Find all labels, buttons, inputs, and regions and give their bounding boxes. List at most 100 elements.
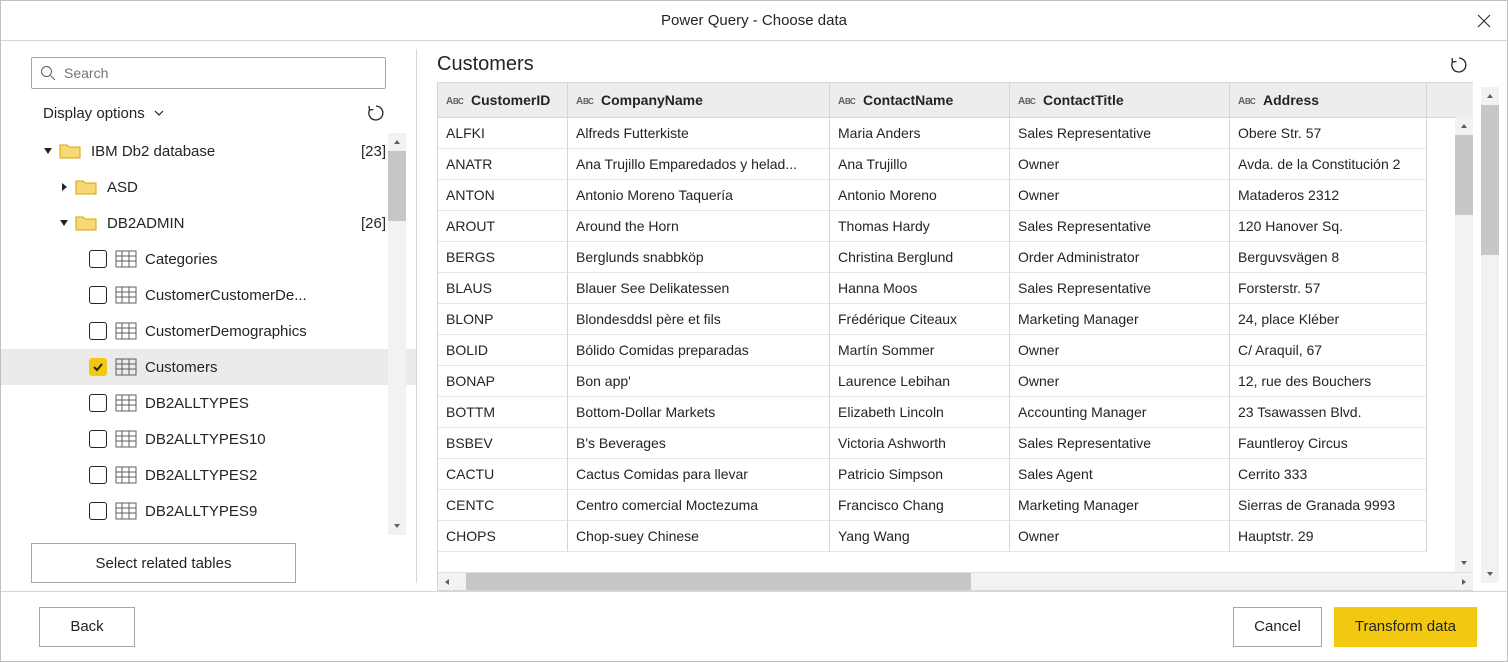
table-cell: Ana Trujillo Emparedados y helad... xyxy=(568,149,830,180)
tree-item-table[interactable]: DB2ALLTYPES9 xyxy=(1,493,416,529)
scroll-right-icon[interactable] xyxy=(1455,573,1473,590)
checkbox[interactable] xyxy=(89,466,107,484)
table-row[interactable]: BLONPBlondesddsl père et filsFrédérique … xyxy=(438,304,1473,335)
table-cell: Francisco Chang xyxy=(830,490,1010,521)
column-header[interactable]: ABCAddress xyxy=(1230,83,1427,117)
table-row[interactable]: ANTONAntonio Moreno TaqueríaAntonio More… xyxy=(438,180,1473,211)
svg-text:C: C xyxy=(1250,97,1256,106)
text-type-icon: ABC xyxy=(838,93,857,107)
text-type-icon: ABC xyxy=(446,93,465,107)
table-row[interactable]: BONAPBon app'Laurence LebihanOwner12, ru… xyxy=(438,366,1473,397)
table-cell: 24, place Kléber xyxy=(1230,304,1427,335)
table-row[interactable]: ALFKIAlfreds FutterkisteMaria AndersSale… xyxy=(438,118,1473,149)
search-input[interactable] xyxy=(56,64,377,82)
tree-item-table[interactable]: DB2ALLTYPES10 xyxy=(1,421,416,457)
transform-data-button[interactable]: Transform data xyxy=(1334,607,1477,647)
column-name: ContactTitle xyxy=(1043,92,1124,108)
table-cell: BLAUS xyxy=(438,273,568,304)
checkbox[interactable] xyxy=(89,394,107,412)
scroll-down-icon[interactable] xyxy=(388,517,406,535)
scroll-down-icon[interactable] xyxy=(1481,565,1499,583)
column-header[interactable]: ABCCompanyName xyxy=(568,83,830,117)
scroll-up-icon[interactable] xyxy=(1481,87,1499,105)
scroll-down-icon[interactable] xyxy=(1455,554,1473,572)
checkbox[interactable] xyxy=(89,358,107,376)
table-row[interactable]: BOLIDBólido Comidas preparadasMartín Som… xyxy=(438,335,1473,366)
scroll-thumb[interactable] xyxy=(1455,135,1473,215)
table-row[interactable]: CENTCCentro comercial MoctezumaFrancisco… xyxy=(438,490,1473,521)
table-cell: Centro comercial Moctezuma xyxy=(568,490,830,521)
search-box[interactable] xyxy=(31,57,386,89)
window-title: Power Query - Choose data xyxy=(661,12,847,29)
tree-item-table[interactable]: CustomerCustomerDe... xyxy=(1,277,416,313)
table-cell: Forsterstr. 57 xyxy=(1230,273,1427,304)
table-row[interactable]: BOTTMBottom-Dollar MarketsElizabeth Linc… xyxy=(438,397,1473,428)
table-row[interactable]: AROUTAround the HornThomas HardySales Re… xyxy=(438,211,1473,242)
grid-horizontal-scrollbar[interactable] xyxy=(438,572,1473,590)
cancel-button[interactable]: Cancel xyxy=(1233,607,1322,647)
column-header[interactable]: ABCContactTitle xyxy=(1010,83,1230,117)
checkbox[interactable] xyxy=(89,250,107,268)
tree-item-table[interactable]: DB2ALLTYPES2 xyxy=(1,457,416,493)
table-cell: Sales Representative xyxy=(1010,118,1230,149)
table-row[interactable]: CACTUCactus Comidas para llevarPatricio … xyxy=(438,459,1473,490)
navigator-tree: IBM Db2 database [23] ASD DB2ADMIN [26] … xyxy=(1,133,416,535)
table-cell: BERGS xyxy=(438,242,568,273)
tree-item-table[interactable]: Categories xyxy=(1,241,416,277)
checkbox[interactable] xyxy=(89,502,107,520)
tree-label: CustomerDemographics xyxy=(145,323,307,340)
table-cell: CACTU xyxy=(438,459,568,490)
checkbox[interactable] xyxy=(89,286,107,304)
back-button[interactable]: Back xyxy=(39,607,135,647)
table-row[interactable]: CHOPSChop-suey ChineseYang WangOwnerHaup… xyxy=(438,521,1473,552)
column-header[interactable]: ABCCustomerID xyxy=(438,83,568,117)
table-cell: ALFKI xyxy=(438,118,568,149)
grid-vertical-scrollbar[interactable] xyxy=(1455,117,1473,572)
table-cell: Accounting Manager xyxy=(1010,397,1230,428)
tree-item-table[interactable]: CustomerDemographics xyxy=(1,313,416,349)
table-cell: Sales Representative xyxy=(1010,211,1230,242)
table-cell: Antonio Moreno xyxy=(830,180,1010,211)
tree-node-database[interactable]: IBM Db2 database [23] xyxy=(1,133,416,169)
select-related-tables-button[interactable]: Select related tables xyxy=(31,543,296,583)
close-button[interactable] xyxy=(1461,1,1507,41)
refresh-button[interactable] xyxy=(366,103,386,123)
scroll-left-icon[interactable] xyxy=(438,573,456,590)
scroll-thumb[interactable] xyxy=(1481,105,1499,255)
checkbox[interactable] xyxy=(89,430,107,448)
text-type-icon: ABC xyxy=(576,93,595,107)
scroll-thumb[interactable] xyxy=(388,151,406,221)
table-icon xyxy=(115,250,137,268)
table-cell: Laurence Lebihan xyxy=(830,366,1010,397)
table-cell: Owner xyxy=(1010,180,1230,211)
table-cell: Berglunds snabbköp xyxy=(568,242,830,273)
table-cell: Owner xyxy=(1010,521,1230,552)
tree-item-table[interactable]: Customers xyxy=(1,349,416,385)
table-row[interactable]: BLAUSBlauer See DelikatessenHanna MoosSa… xyxy=(438,273,1473,304)
tree-node-asd[interactable]: ASD xyxy=(1,169,416,205)
tree-item-table[interactable]: DB2ALLTYPES xyxy=(1,385,416,421)
tree-label: DB2ALLTYPES10 xyxy=(145,431,266,448)
folder-icon xyxy=(59,142,81,160)
table-row[interactable]: BERGSBerglunds snabbköpChristina Berglun… xyxy=(438,242,1473,273)
table-cell: BONAP xyxy=(438,366,568,397)
display-options-dropdown[interactable]: Display options xyxy=(43,105,165,122)
tree-vertical-scrollbar[interactable] xyxy=(388,133,406,535)
table-row[interactable]: ANATRAna Trujillo Emparedados y helad...… xyxy=(438,149,1473,180)
table-cell: 23 Tsawassen Blvd. xyxy=(1230,397,1427,428)
scroll-up-icon[interactable] xyxy=(388,133,406,151)
preview-refresh-button[interactable] xyxy=(1449,55,1469,75)
tree-node-db2admin[interactable]: DB2ADMIN [26] xyxy=(1,205,416,241)
navigator-pane: Display options IBM Db2 database [23] AS… xyxy=(1,41,416,591)
checkbox[interactable] xyxy=(89,322,107,340)
select-related-label: Select related tables xyxy=(96,555,232,572)
pane-vertical-scrollbar[interactable] xyxy=(1481,87,1499,583)
table-cell: Marketing Manager xyxy=(1010,304,1230,335)
table-cell: Martín Sommer xyxy=(830,335,1010,366)
table-cell: Berguvsvägen 8 xyxy=(1230,242,1427,273)
scroll-thumb[interactable] xyxy=(466,573,971,590)
column-header[interactable]: ABCContactName xyxy=(830,83,1010,117)
scroll-up-icon[interactable] xyxy=(1455,117,1473,135)
table-row[interactable]: BSBEVB's BeveragesVictoria AshworthSales… xyxy=(438,428,1473,459)
table-cell: CENTC xyxy=(438,490,568,521)
